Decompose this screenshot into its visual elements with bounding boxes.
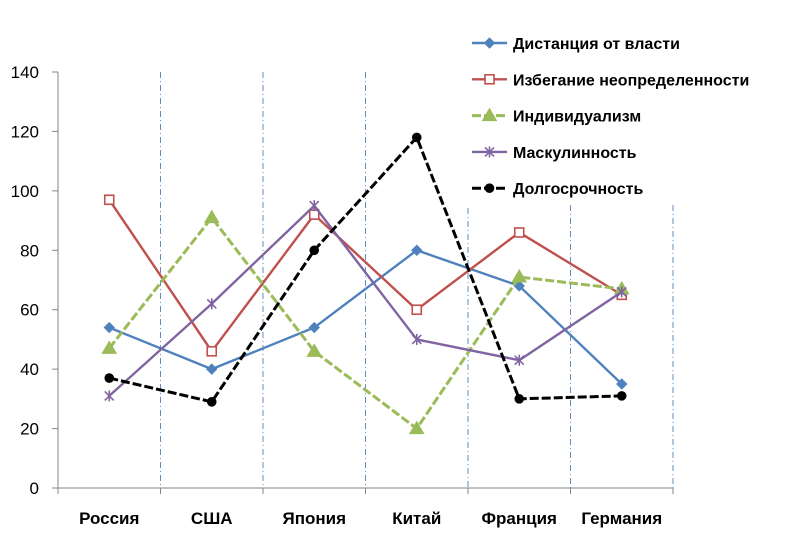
data-point	[411, 244, 423, 256]
series-3	[101, 209, 630, 435]
x-tick-label: Россия	[79, 509, 139, 528]
legend-item: Избегание неопределенности	[472, 72, 749, 89]
data-point	[308, 321, 320, 334]
data-point	[104, 373, 115, 383]
data-point	[309, 245, 320, 256]
data-point	[411, 132, 422, 143]
y-tick-label: 140	[11, 63, 39, 82]
data-point	[513, 227, 525, 238]
y-tick-label: 120	[11, 122, 39, 141]
y-tick-label: 60	[20, 301, 39, 320]
data-point	[514, 394, 525, 404]
data-point	[408, 420, 425, 435]
y-tick-label: 0	[30, 479, 39, 498]
legend-item: Индивидуализм	[472, 107, 641, 126]
series-line	[108, 199, 623, 353]
legend-label: Долгосрочность	[513, 181, 643, 198]
x-tick-label: США	[191, 509, 233, 528]
data-point	[206, 363, 218, 375]
data-point	[101, 340, 118, 354]
legend-item: Долгосрочность	[472, 181, 643, 198]
series-line	[108, 204, 623, 397]
legend-marker	[484, 183, 495, 193]
legend-item: Дистанция от власти	[472, 36, 680, 53]
x-tick-label: Китай	[392, 509, 441, 528]
data-point	[514, 354, 525, 366]
data-point	[306, 343, 323, 357]
data-point	[616, 286, 627, 298]
series-5	[104, 132, 627, 407]
data-point	[411, 333, 422, 345]
series-4	[104, 200, 627, 402]
legend-label: Индивидуализм	[513, 109, 641, 126]
data-point	[103, 321, 115, 334]
legend-label: Дистанция от власти	[513, 36, 680, 53]
legend-marker	[481, 107, 498, 122]
x-tick-label: Япония	[282, 509, 346, 528]
legend-label: Избегание неопределенности	[513, 72, 749, 89]
data-point	[104, 390, 115, 402]
data-point	[206, 397, 217, 407]
series-line	[108, 135, 622, 404]
legend-item: Маскулинность	[472, 145, 637, 162]
data-point	[206, 346, 218, 357]
data-point	[616, 391, 627, 401]
y-tick-label: 80	[20, 241, 39, 260]
grid	[160, 72, 674, 488]
data-point	[206, 298, 217, 310]
series-1	[103, 244, 628, 390]
axes: 0 20 40 60 80 100 120 140 Россия США Япония Китай Фр…	[11, 63, 674, 528]
data-point	[203, 209, 220, 224]
series-group	[101, 132, 630, 435]
y-tick-label: 40	[20, 360, 39, 379]
legend-marker	[484, 146, 495, 158]
legend-marker	[484, 74, 495, 85]
data-point	[616, 378, 628, 390]
legend-marker	[483, 37, 496, 49]
series-line	[108, 216, 622, 431]
data-point	[411, 304, 423, 316]
data-point	[309, 200, 320, 212]
y-tick-label: 20	[20, 420, 39, 439]
x-tick-label: Франция	[482, 509, 557, 528]
legend-label: Маскулинность	[513, 145, 637, 162]
series-line	[108, 249, 623, 385]
y-tick-label: 100	[11, 182, 39, 201]
data-point	[103, 194, 115, 206]
x-tick-label: Германия	[581, 509, 662, 528]
data-point	[511, 269, 528, 283]
legend: Дистанция от власти Избегание неопределен…	[472, 36, 749, 198]
